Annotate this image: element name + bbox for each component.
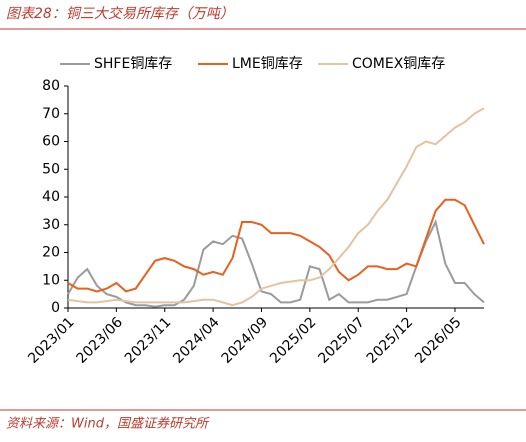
- legend-label: SHFE铜库存: [94, 56, 172, 72]
- y-tick-label: 40: [42, 189, 60, 205]
- x-tick-label: 2024/09: [219, 314, 271, 366]
- source-note: 资料来源：Wind，国盛证券研究所: [6, 416, 210, 432]
- y-tick-label: 80: [42, 78, 60, 94]
- series-line: [67, 107, 485, 307]
- x-tick-label: 2025/02: [267, 314, 319, 366]
- y-tick-label: 60: [42, 134, 60, 150]
- chart-title: 图表28：铜三大交易所库存（万吨）: [6, 6, 234, 22]
- y-tick-label: 20: [42, 245, 60, 261]
- series-line: [67, 198, 485, 293]
- y-tick-label: 10: [42, 272, 60, 288]
- x-tick-label: 2023/06: [74, 314, 127, 367]
- x-tick-label: 2023/11: [122, 314, 174, 366]
- y-tick-label: 30: [42, 217, 60, 233]
- x-tick-label: 2026/05: [412, 314, 464, 366]
- y-tick-label: 70: [42, 106, 60, 122]
- x-tick-label: 2025/12: [364, 314, 416, 366]
- legend-label: LME铜库存: [232, 56, 303, 72]
- legend-label: COMEX铜库存: [352, 56, 445, 72]
- series-line: [67, 219, 485, 308]
- x-tick-label: 2025/07: [315, 314, 367, 366]
- y-tick-label: 50: [42, 161, 60, 177]
- x-tick-label: 2023/01: [25, 314, 77, 366]
- x-tick-label: 2024/04: [170, 314, 223, 367]
- y-tick-label: 0: [51, 300, 60, 316]
